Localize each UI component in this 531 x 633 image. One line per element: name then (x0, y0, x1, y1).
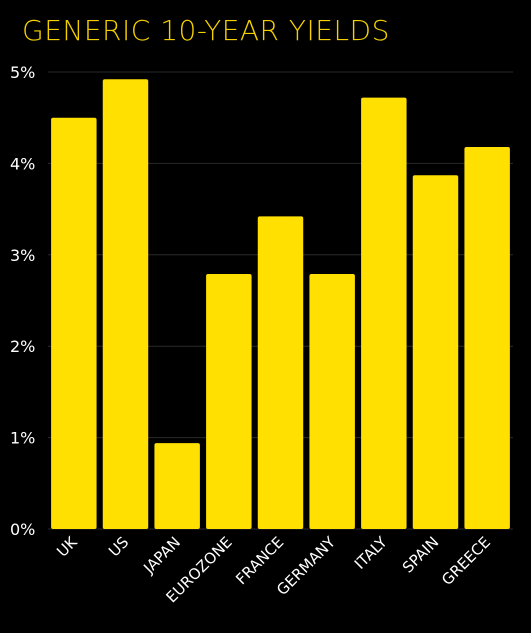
bar-uk (51, 117, 97, 529)
bar-france (257, 216, 304, 530)
x-tick-label: SPAIN (399, 533, 442, 576)
y-tick-label: 5% (10, 63, 35, 82)
y-tick-label: 0% (10, 520, 35, 539)
y-tick-label: 3% (10, 246, 35, 265)
x-tick-label: ITALY (351, 533, 391, 573)
x-tick-label: GREECE (438, 533, 494, 589)
bar-us (102, 79, 149, 529)
y-tick-label: 4% (10, 154, 35, 173)
x-tick-label: US (105, 533, 132, 560)
y-tick-label: 2% (10, 337, 35, 356)
bar-japan (154, 443, 200, 529)
chart-title: GENERIC 10-YEAR YIELDS (22, 14, 390, 47)
bar-eurozone (206, 273, 252, 529)
x-tick-label: UK (53, 532, 81, 560)
bar-spain (412, 175, 459, 530)
bar-greece (464, 146, 510, 529)
x-tick-label: JAPAN (139, 533, 184, 578)
bar-italy (361, 97, 407, 529)
bar-germany (309, 273, 355, 529)
y-tick-label: 1% (10, 429, 35, 448)
